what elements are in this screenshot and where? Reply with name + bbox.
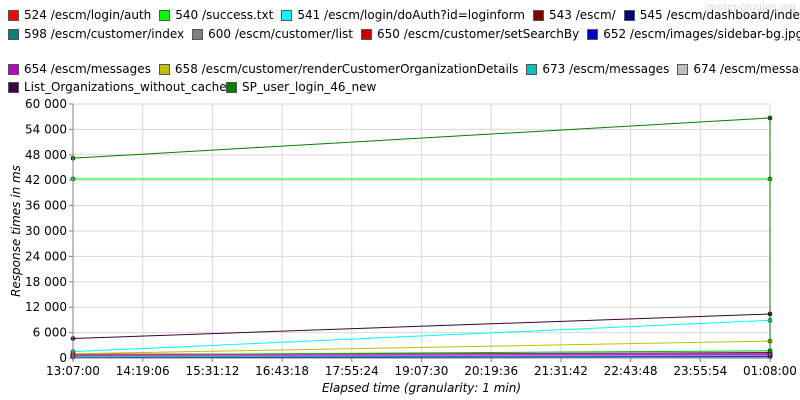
y-tick-label: 36 000: [25, 199, 67, 213]
x-tick-label: 13:07:00: [46, 364, 100, 378]
x-tick-label: 21:31:42: [534, 364, 588, 378]
y-tick-label: 12 000: [25, 300, 67, 314]
x-tick-label: 16:43:18: [255, 364, 309, 378]
y-tick-label: 30 000: [25, 224, 67, 238]
y-tick-label: 0: [59, 351, 67, 365]
x-tick-label: 20:19:36: [464, 364, 518, 378]
y-tick-label: 54 000: [25, 122, 67, 136]
y-tick-label: 60 000: [25, 97, 67, 111]
x-tick-label: 01:08:00: [743, 364, 797, 378]
y-axis-title: Response times in ms: [9, 165, 23, 297]
x-tick-label: 22:43:48: [604, 364, 658, 378]
series-point: [768, 116, 772, 120]
grid-layer: [73, 104, 770, 358]
x-tick-label: 14:19:06: [116, 364, 170, 378]
x-tick-label: 17:55:24: [325, 364, 379, 378]
x-tick-label: 23:55:54: [673, 364, 727, 378]
x-axis-title: Elapsed time (granularity: 1 min): [322, 381, 521, 395]
y-tick-label: 24 000: [25, 249, 67, 263]
y-tick-label: 6 000: [33, 326, 67, 340]
y-tick-label: 48 000: [25, 148, 67, 162]
x-tick-label: 19:07:30: [395, 364, 449, 378]
x-tick-label: 15:31:12: [185, 364, 239, 378]
y-tick-label: 42 000: [25, 173, 67, 187]
y-tick-label: 18 000: [25, 275, 67, 289]
